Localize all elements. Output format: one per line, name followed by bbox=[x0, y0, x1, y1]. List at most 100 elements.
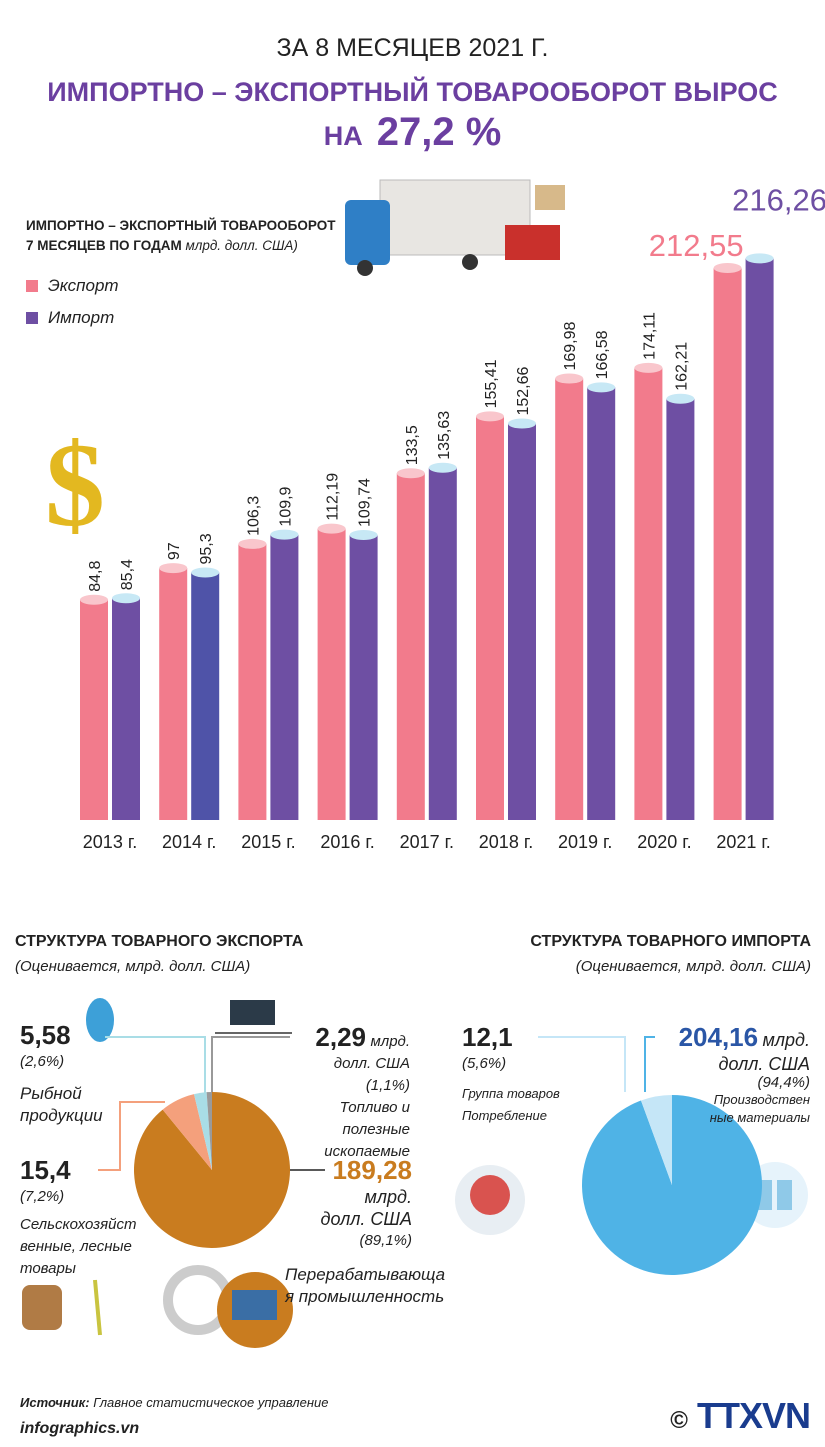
import-structure-title: СТРУКТУРА ТОВАРНОГО ИМПОРТА bbox=[530, 933, 811, 950]
pie-slice bbox=[640, 1095, 672, 1185]
chart-title-line1: ИМПОРТНО – ЭКСПОРТНЫЙ ТОВАРООБОРОТ bbox=[26, 218, 336, 233]
legend-export: Экспорт bbox=[26, 276, 119, 296]
bar-cap bbox=[476, 411, 504, 422]
bar-export bbox=[476, 416, 504, 820]
category: венные, лесные bbox=[20, 1238, 132, 1255]
logo-text: TTXVN bbox=[696, 1395, 811, 1436]
data-label: 166,58 bbox=[594, 330, 611, 379]
bar-export bbox=[159, 568, 188, 820]
value: 15,4 bbox=[20, 1155, 71, 1185]
data-label: 216,26 bbox=[732, 182, 825, 217]
bar-import bbox=[270, 534, 299, 820]
pie-slice bbox=[581, 1095, 762, 1276]
headline: ИМПОРТНО – ЭКСПОРТНЫЙ ТОВАРООБОРОТ ВЫРОС… bbox=[8, 72, 817, 156]
category: ные материалы bbox=[709, 1110, 810, 1125]
bar-import bbox=[191, 572, 220, 820]
bar-import bbox=[428, 467, 457, 820]
source-label: Источник: bbox=[20, 1395, 90, 1410]
x-tick-label: 2013 г. bbox=[83, 832, 137, 852]
bar-import bbox=[508, 423, 536, 820]
data-label: 109,74 bbox=[357, 478, 374, 527]
legend-label: Экспорт bbox=[48, 276, 119, 295]
category: Перерабатывающа bbox=[285, 1265, 446, 1284]
import-structure-subtitle: (Оценивается, млрд. долл. США) bbox=[575, 958, 811, 975]
x-tick-label: 2020 г. bbox=[637, 832, 691, 852]
x-tick-label: 2021 г. bbox=[716, 832, 770, 852]
svg-text:$: $ bbox=[45, 418, 105, 551]
x-tick-label: 2015 г. bbox=[241, 832, 295, 852]
category: я промышленность bbox=[285, 1287, 445, 1306]
data-label: 95,3 bbox=[198, 533, 215, 564]
bar-cap bbox=[634, 362, 663, 373]
bar-cap bbox=[349, 530, 378, 541]
bar-cap bbox=[191, 567, 220, 578]
data-label: 97 bbox=[166, 542, 183, 560]
super-title: ЗА 8 МЕСЯЦЕВ 2021 Г. bbox=[276, 34, 549, 62]
bar-cap bbox=[80, 594, 108, 605]
bar-cap bbox=[666, 393, 695, 404]
legend-label: Импорт bbox=[48, 308, 115, 327]
data-label: 152,66 bbox=[515, 366, 532, 415]
bar-export bbox=[555, 378, 584, 820]
x-tick-label: 2018 г. bbox=[479, 832, 533, 852]
bar-import bbox=[666, 398, 695, 820]
data-label: 169,98 bbox=[562, 322, 579, 371]
label-consumer: 12,1 (5,6%) Группа товаров Потребление bbox=[462, 1022, 560, 1127]
pie-slice bbox=[194, 1092, 212, 1170]
chart-title-line2: 7 МЕСЯЦЕВ ПО ГОДАМ bbox=[26, 238, 182, 253]
bar-import bbox=[587, 387, 616, 820]
percent: (89,1%) bbox=[359, 1232, 412, 1249]
bar-import bbox=[745, 258, 774, 820]
bar-cap bbox=[270, 529, 299, 540]
bar-cap bbox=[587, 382, 616, 393]
wood-rice-icon bbox=[22, 1279, 102, 1336]
category: Топливо и bbox=[339, 1099, 410, 1116]
percent: (2,6%) bbox=[20, 1053, 65, 1070]
coal-cart-icon bbox=[215, 1000, 292, 1034]
bar-cap bbox=[112, 593, 140, 604]
site-link[interactable]: infographics.vn bbox=[20, 1420, 140, 1437]
chart-unit: млрд. долл. США) bbox=[185, 238, 298, 253]
label-materials: 204,16 млрд. долл. США (94,4%) Производс… bbox=[679, 1022, 810, 1127]
value: 2,29 bbox=[315, 1022, 366, 1052]
category: Потребление bbox=[462, 1108, 547, 1123]
bar-import bbox=[349, 535, 378, 820]
unit: млрд. bbox=[364, 1187, 412, 1207]
category: продукции bbox=[20, 1106, 103, 1125]
dollar-sign-icon: $ bbox=[45, 418, 105, 551]
bar-cap bbox=[555, 373, 584, 384]
category: полезные bbox=[342, 1121, 410, 1138]
truck-illustration bbox=[345, 179, 565, 276]
unit: млрд. bbox=[370, 1033, 410, 1050]
data-label: 135,63 bbox=[436, 411, 453, 460]
label-processing-category: Перерабатывающа я промышленность bbox=[285, 1264, 445, 1308]
bar-chart: $ 84,8 85,4 2013 г. 97 95,3 2014 г. 106,3 109,9… bbox=[45, 179, 825, 852]
pie-slice bbox=[206, 1092, 212, 1170]
data-label: 109,9 bbox=[277, 486, 294, 526]
fish-icon bbox=[86, 998, 114, 1042]
label-processing: 189,28 млрд. долл. США (89,1%) bbox=[270, 1155, 412, 1252]
legend-swatch-import bbox=[26, 312, 38, 324]
bar-export bbox=[317, 528, 346, 820]
bar-export bbox=[80, 599, 108, 820]
category: Группа товаров bbox=[462, 1086, 560, 1101]
source-text: Главное статистическое управление bbox=[93, 1395, 329, 1410]
bar-cap bbox=[713, 263, 742, 273]
category: ископаемые bbox=[324, 1143, 410, 1160]
headline-value: 27,2 % bbox=[376, 110, 502, 154]
chart-title: ИМПОРТНО – ЭКСПОРТНЫЙ ТОВАРООБОРОТ 7 МЕСЯ… bbox=[26, 216, 335, 256]
export-structure-subtitle: (Оценивается, млрд. долл. США) bbox=[15, 958, 251, 975]
bar-export bbox=[713, 268, 742, 820]
bar-export bbox=[634, 367, 663, 820]
headline-text: ИМПОРТНО – ЭКСПОРТНЫЙ ТОВАРООБОРОТ ВЫРОС… bbox=[47, 77, 778, 151]
bar-cap bbox=[428, 462, 457, 473]
value: 5,58 bbox=[20, 1020, 71, 1050]
pie-slice bbox=[162, 1094, 212, 1170]
data-label: 155,41 bbox=[483, 359, 500, 408]
factory-icon bbox=[217, 1272, 293, 1348]
data-label: 85,4 bbox=[119, 559, 136, 590]
legend-swatch-export bbox=[26, 280, 38, 292]
x-tick-label: 2017 г. bbox=[400, 832, 454, 852]
unit: долл. США bbox=[320, 1209, 412, 1229]
